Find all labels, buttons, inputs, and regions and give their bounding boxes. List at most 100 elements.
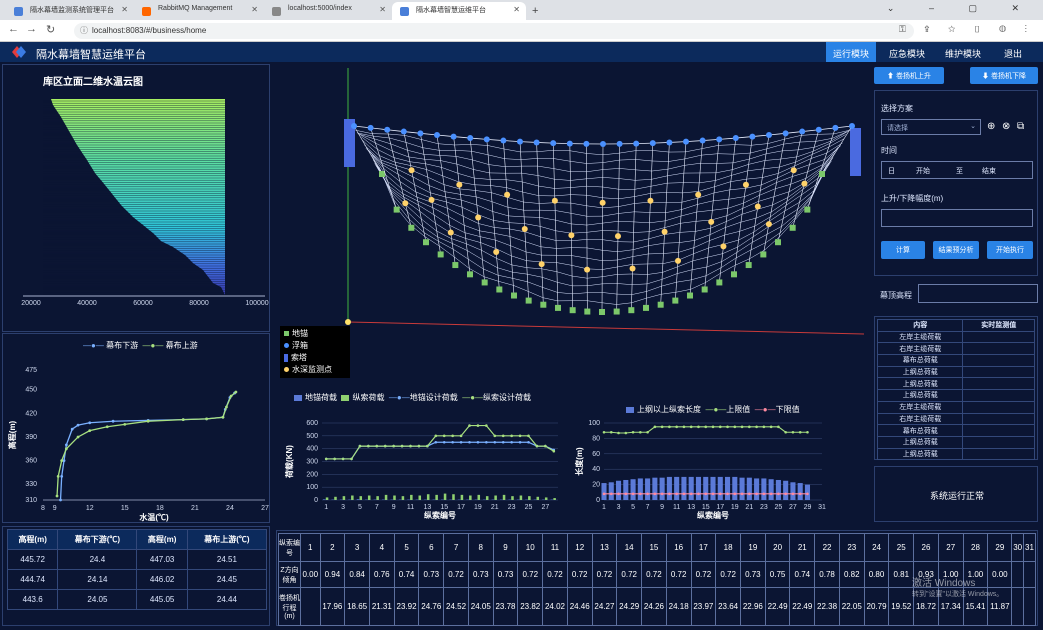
length-bar	[695, 476, 702, 500]
info-icon: ⓘ	[80, 26, 88, 35]
add-icon[interactable]: ⊕	[987, 121, 996, 132]
browser-toolbar-icons[interactable]: ⚿ ⇪ ☆ ▯ ◍ ⋮	[899, 24, 1035, 34]
depth-monitor-point	[493, 248, 500, 255]
load-design-point	[367, 444, 370, 448]
length-bar	[739, 477, 745, 500]
table-header: 高程(m)	[6, 529, 59, 550]
length-y-tick: 20	[592, 482, 600, 489]
browser-tab[interactable]: 隔水幕墙监测系统管理平台 ✕	[6, 2, 134, 20]
forward-icon[interactable]: →	[26, 23, 37, 35]
close-icon[interactable]: ✕	[379, 5, 386, 14]
monitor-item: 上纲总荷载	[876, 377, 964, 391]
time-range-picker[interactable]: 日 开始 至 结束	[881, 161, 1033, 179]
load-design-point	[518, 440, 522, 444]
monitor-item: 右岸主缆荷载	[876, 342, 964, 356]
mesh-vertical-line	[436, 134, 456, 266]
anchor	[408, 224, 415, 231]
load-cable-bar	[511, 496, 514, 500]
window-controls[interactable]: ⌄ – ▢ ✕	[886, 3, 1035, 13]
load-x-tick: 21	[491, 504, 499, 511]
table-row: 445.72 24.4 447.03 24.51	[6, 549, 268, 570]
table-cell	[300, 587, 321, 626]
length-bar	[615, 480, 622, 500]
depth-monitor-point	[428, 196, 435, 203]
pre-analysis-button[interactable]: 结果预分析	[933, 241, 979, 259]
menu-run[interactable]: 运行模块	[826, 42, 876, 62]
length-x-tick: 9	[660, 504, 664, 511]
load-design-point	[518, 434, 522, 438]
length-bar	[601, 483, 607, 500]
winch-up-button[interactable]: ⬆ 卷扬机上升	[874, 67, 944, 84]
profile-point	[111, 419, 115, 423]
length-x-tick: 5	[631, 504, 635, 511]
anchor	[555, 304, 561, 311]
length-bar	[724, 476, 731, 500]
close-icon[interactable]: ✕	[121, 5, 128, 14]
length-limit-point	[748, 492, 751, 496]
table-cell: 24.52	[443, 587, 469, 626]
depth-monitor-point	[504, 191, 511, 198]
browser-tab[interactable]: RabbitMQ Management ✕	[134, 2, 264, 20]
anchor	[437, 251, 444, 258]
depth-monitor-point	[695, 191, 702, 198]
table-cell: 20.79	[863, 587, 890, 626]
table-cell: 0.84	[344, 561, 370, 588]
browser-tab-active[interactable]: 隔水幕墙智慧运维平台 ✕	[392, 2, 526, 20]
float-box	[749, 133, 756, 140]
close-icon[interactable]: ✕	[513, 5, 520, 14]
speed-input[interactable]	[881, 209, 1033, 227]
new-tab-button[interactable]: +	[532, 5, 539, 17]
float-box	[799, 128, 806, 135]
browser-tab[interactable]: localhost:5000/index ✕	[264, 2, 392, 20]
mesh-vertical-line	[453, 136, 471, 275]
load-design-point	[510, 434, 513, 438]
load-cable-bar	[536, 496, 540, 500]
float-box	[815, 126, 822, 133]
close-icon[interactable]: ✕	[251, 5, 258, 14]
length-bar	[768, 479, 774, 500]
table-cell: 15	[641, 533, 667, 562]
menu-emergency[interactable]: 应急模块	[888, 49, 925, 59]
mesh-vertical-line	[586, 143, 588, 312]
float-box	[616, 140, 623, 147]
table-cell: 0.72	[715, 561, 741, 588]
load-design-point	[468, 424, 471, 427]
profile-y-tick: 310	[25, 497, 37, 504]
load-x-tick: 3	[341, 504, 345, 511]
plan-select[interactable]: 请选择 ⌄	[881, 119, 981, 135]
chevron-down-icon: ⌄	[970, 123, 976, 130]
load-design-point	[476, 440, 480, 444]
winch-down-button[interactable]: ⬇ 卷扬机下降	[970, 67, 1038, 84]
anchor	[760, 251, 767, 258]
copy-icon[interactable]: ⧉	[1017, 121, 1025, 132]
load-design-point	[400, 444, 404, 448]
load-design-point	[485, 424, 488, 427]
load-x-tick: 23	[508, 504, 516, 511]
load-x-tick: 1	[324, 504, 328, 511]
length-limit-point	[704, 492, 708, 496]
execute-button[interactable]: 开始执行	[987, 241, 1033, 259]
table-row: 卷扬机行程(m) 17.96 18.65 21.31 23.92 24.76 24.52 24…	[278, 587, 1036, 626]
profile-x-label: 水温(℃)	[138, 512, 169, 522]
mesh-vertical-line	[704, 139, 720, 290]
calculate-button[interactable]: 计算	[881, 241, 925, 259]
current-elevation-input[interactable]	[918, 284, 1038, 303]
table-cell: 24.27	[591, 587, 618, 626]
url-input[interactable]: ⓘ localhost:8083/#/business/home	[74, 23, 914, 39]
menu-logout[interactable]: 退出	[1003, 49, 1022, 59]
length-limit-point	[740, 492, 744, 496]
depth-monitor-point	[475, 214, 482, 221]
cloud-x-tick: 20000	[21, 300, 41, 307]
table-cell: 23	[838, 533, 865, 562]
load-design-point	[544, 444, 547, 448]
elevation-table-panel: 高程(m) 幕布下游(℃) 高程(m) 幕布上游(℃) 445.72 24.4 44…	[2, 526, 270, 626]
profile-point	[234, 390, 238, 394]
reload-icon[interactable]: ↻	[46, 24, 56, 36]
menu-maintenance[interactable]: 维护模块	[944, 49, 981, 59]
delete-icon[interactable]: ⊗	[1002, 121, 1011, 132]
table-cell: 0.73	[492, 561, 519, 588]
load-x-label: 纵索编号	[424, 510, 456, 520]
back-icon[interactable]: ←	[8, 23, 19, 35]
monitor-value	[962, 342, 1035, 356]
table-cell: 23.97	[690, 587, 717, 626]
